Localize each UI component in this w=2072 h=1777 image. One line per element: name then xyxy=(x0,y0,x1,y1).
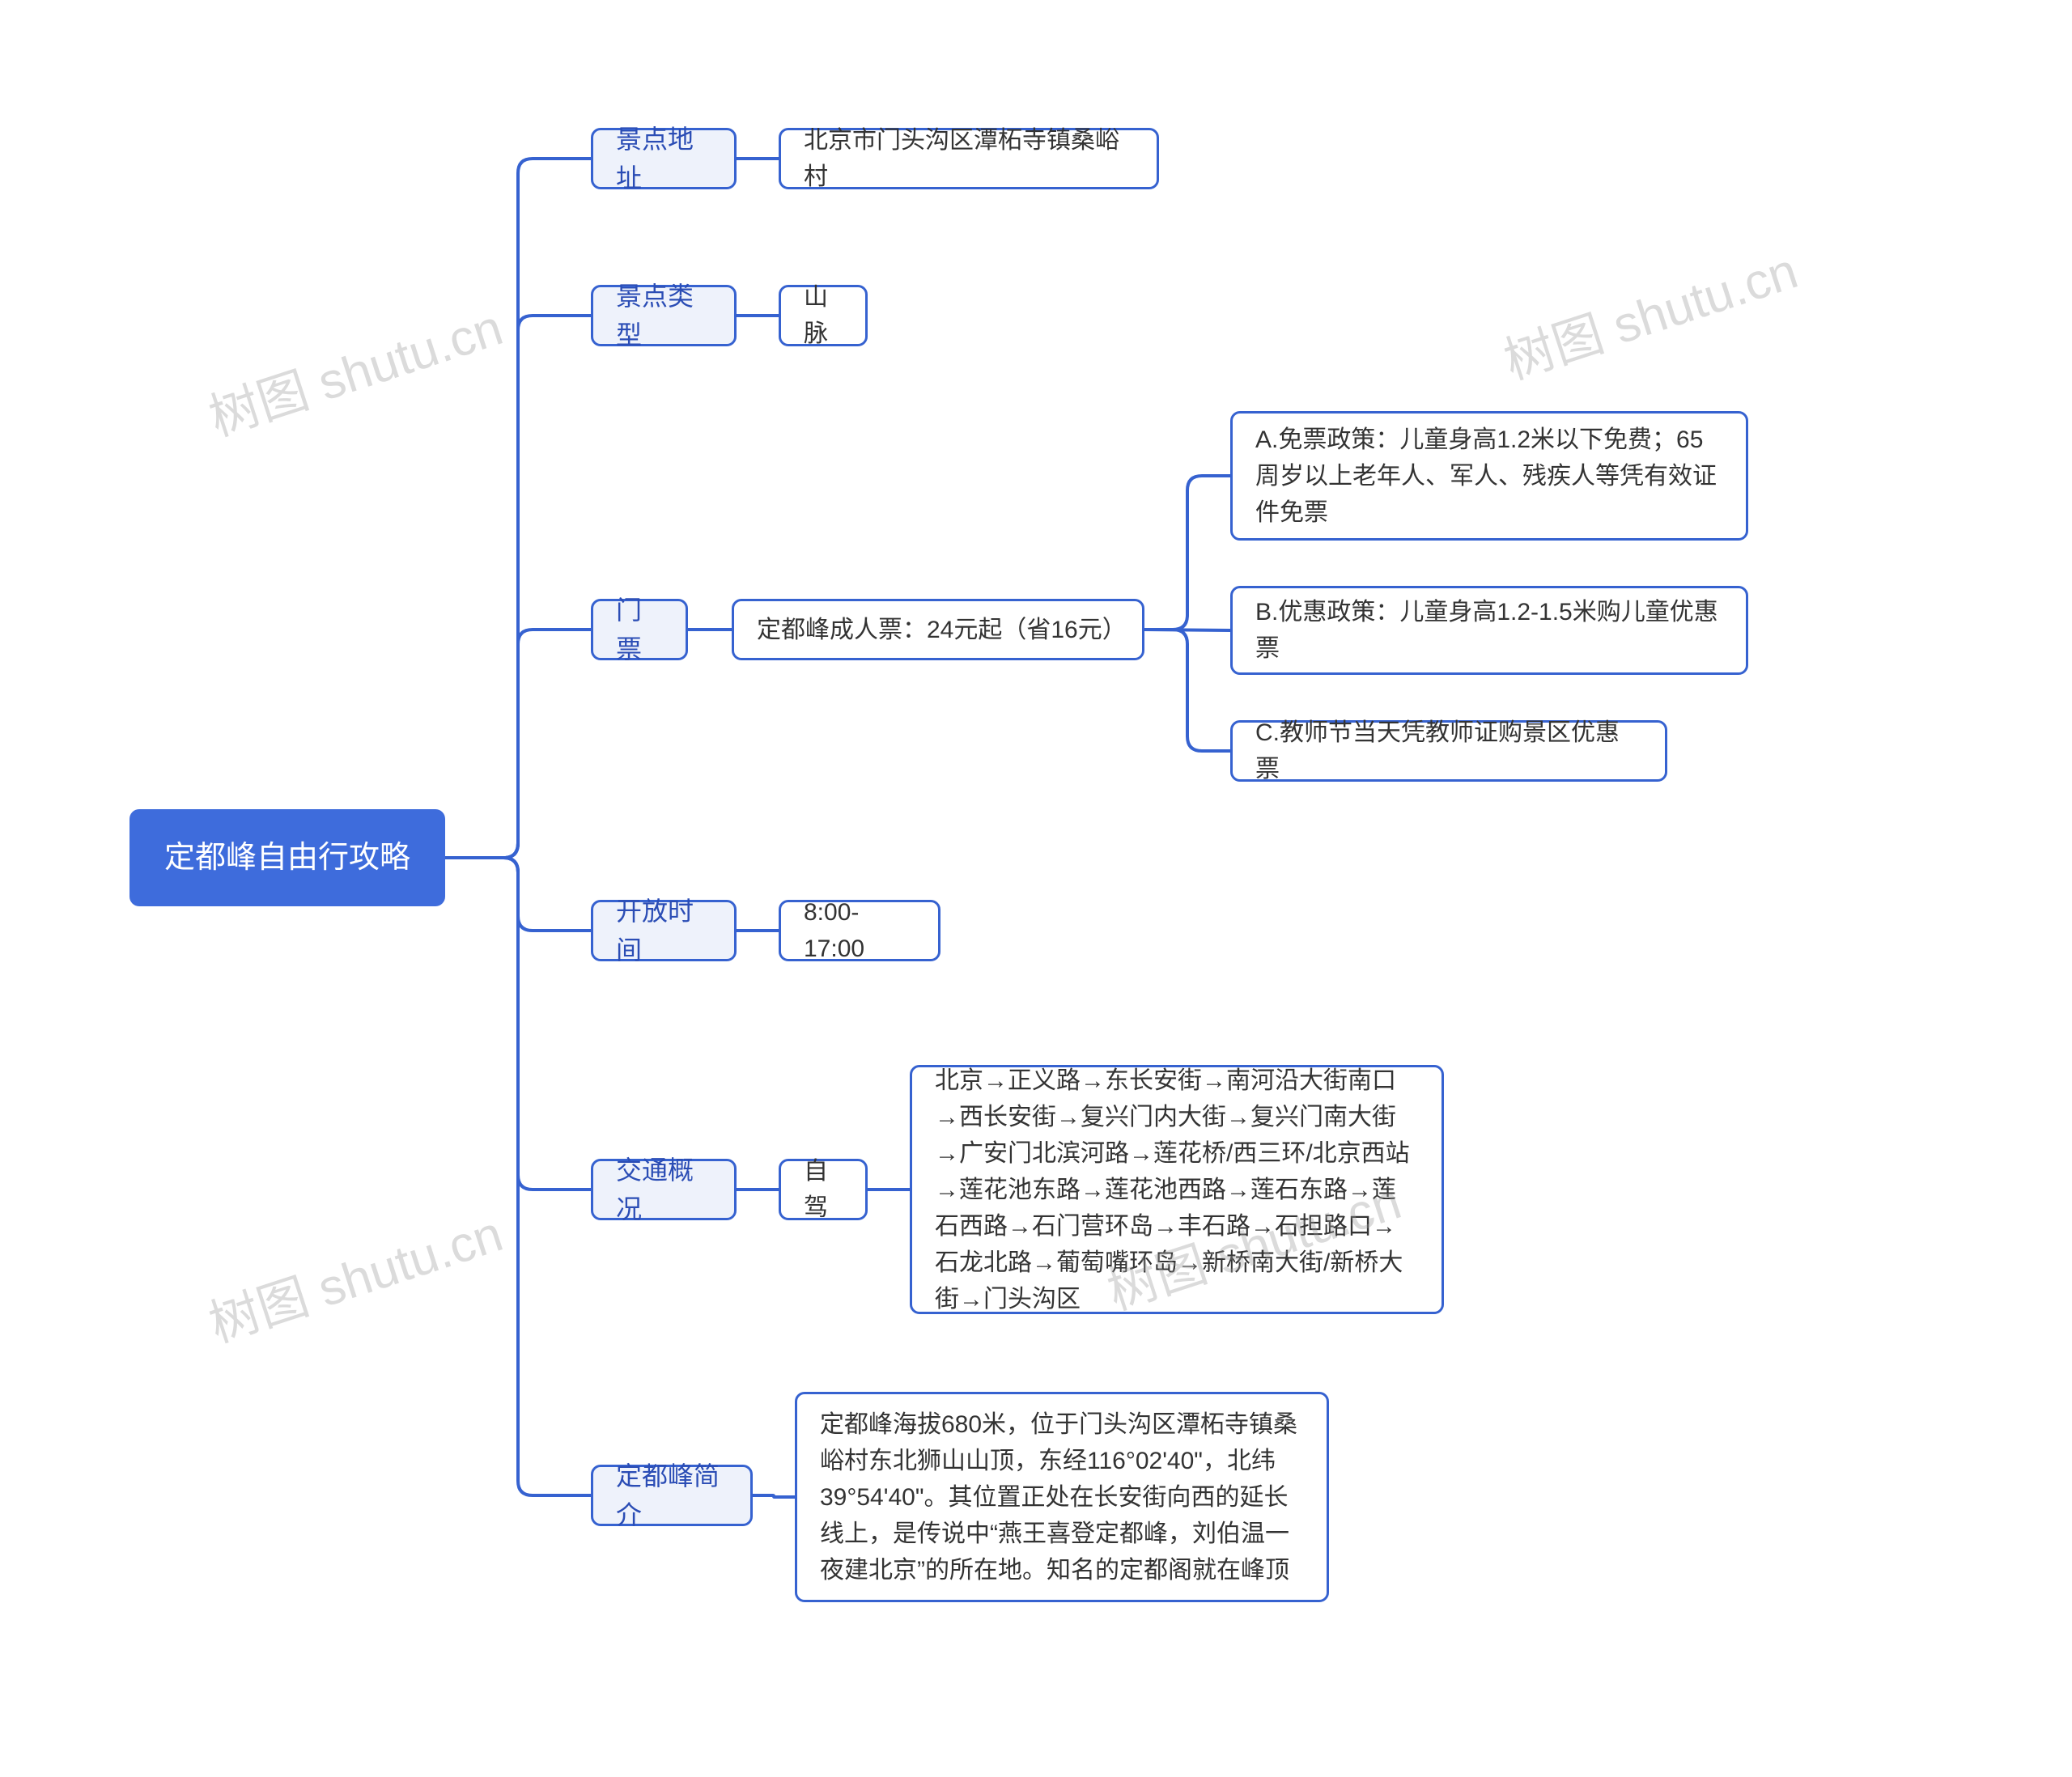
leaf-text: B.优惠政策：儿童身高1.2-1.5米购儿童优惠票 xyxy=(1255,594,1723,667)
watermark: 树图 shutu.cn xyxy=(198,1193,510,1356)
leaf-address_text: 北京市门头沟区潭柘寺镇桑峪村 xyxy=(779,128,1159,189)
watermark: 树图 shutu.cn xyxy=(198,286,510,450)
leaf-ticket_price: 定都峰成人票：24元起（省16元） xyxy=(732,599,1144,660)
leaf-ticket_b: B.优惠政策：儿童身高1.2-1.5米购儿童优惠票 xyxy=(1230,586,1748,675)
leaf-text: 北京→正义路→东长安街→南河沿大街南口→西长安街→复兴门内大街→复兴门南大街→广… xyxy=(935,1062,1419,1317)
category-address: 景点地址 xyxy=(591,128,737,189)
leaf-ticket_c: C.教师节当天凭教师证购景区优惠票 xyxy=(1230,720,1667,782)
category-type: 景点类型 xyxy=(591,285,737,346)
leaf-text: 定都峰海拔680米，位于门头沟区潭柘寺镇桑峪村东北狮山山顶，东经116°02'4… xyxy=(820,1406,1304,1588)
category-label: 景点类型 xyxy=(616,277,711,354)
category-label: 定都峰简介 xyxy=(616,1457,728,1534)
category-intro: 定都峰简介 xyxy=(591,1465,753,1526)
leaf-text: 自驾 xyxy=(804,1153,843,1226)
category-traffic: 交通概况 xyxy=(591,1159,737,1220)
leaf-text: C.教师节当天凭教师证购景区优惠票 xyxy=(1255,715,1642,787)
leaf-traffic_mode: 自驾 xyxy=(779,1159,868,1220)
category-label: 开放时间 xyxy=(616,892,711,969)
leaf-ticket_a: A.免票政策：儿童身高1.2米以下免费；65周岁以上老年人、军人、残疾人等凭有效… xyxy=(1230,411,1748,541)
leaf-type_text: 山脉 xyxy=(779,285,868,346)
category-ticket: 门票 xyxy=(591,599,688,660)
category-label: 门票 xyxy=(616,591,663,668)
leaf-text: A.免票政策：儿童身高1.2米以下免费；65周岁以上老年人、军人、残疾人等凭有效… xyxy=(1255,422,1723,531)
leaf-text: 北京市门头沟区潭柘寺镇桑峪村 xyxy=(804,122,1134,195)
category-label: 交通概况 xyxy=(616,1151,711,1228)
category-hours: 开放时间 xyxy=(591,900,737,961)
leaf-intro_text: 定都峰海拔680米，位于门头沟区潭柘寺镇桑峪村东北狮山山顶，东经116°02'4… xyxy=(795,1392,1329,1602)
leaf-traffic_route: 北京→正义路→东长安街→南河沿大街南口→西长安街→复兴门内大街→复兴门南大街→广… xyxy=(910,1065,1444,1314)
leaf-text: 定都峰成人票：24元起（省16元） xyxy=(757,612,1119,648)
category-label: 景点地址 xyxy=(616,120,711,197)
watermark: 树图 shutu.cn xyxy=(1493,230,1805,393)
root-label: 定都峰自由行攻略 xyxy=(164,835,410,881)
leaf-text: 8:00-17:00 xyxy=(804,894,915,967)
leaf-hours_text: 8:00-17:00 xyxy=(779,900,940,961)
leaf-text: 山脉 xyxy=(804,279,843,352)
root-node: 定都峰自由行攻略 xyxy=(130,809,445,906)
